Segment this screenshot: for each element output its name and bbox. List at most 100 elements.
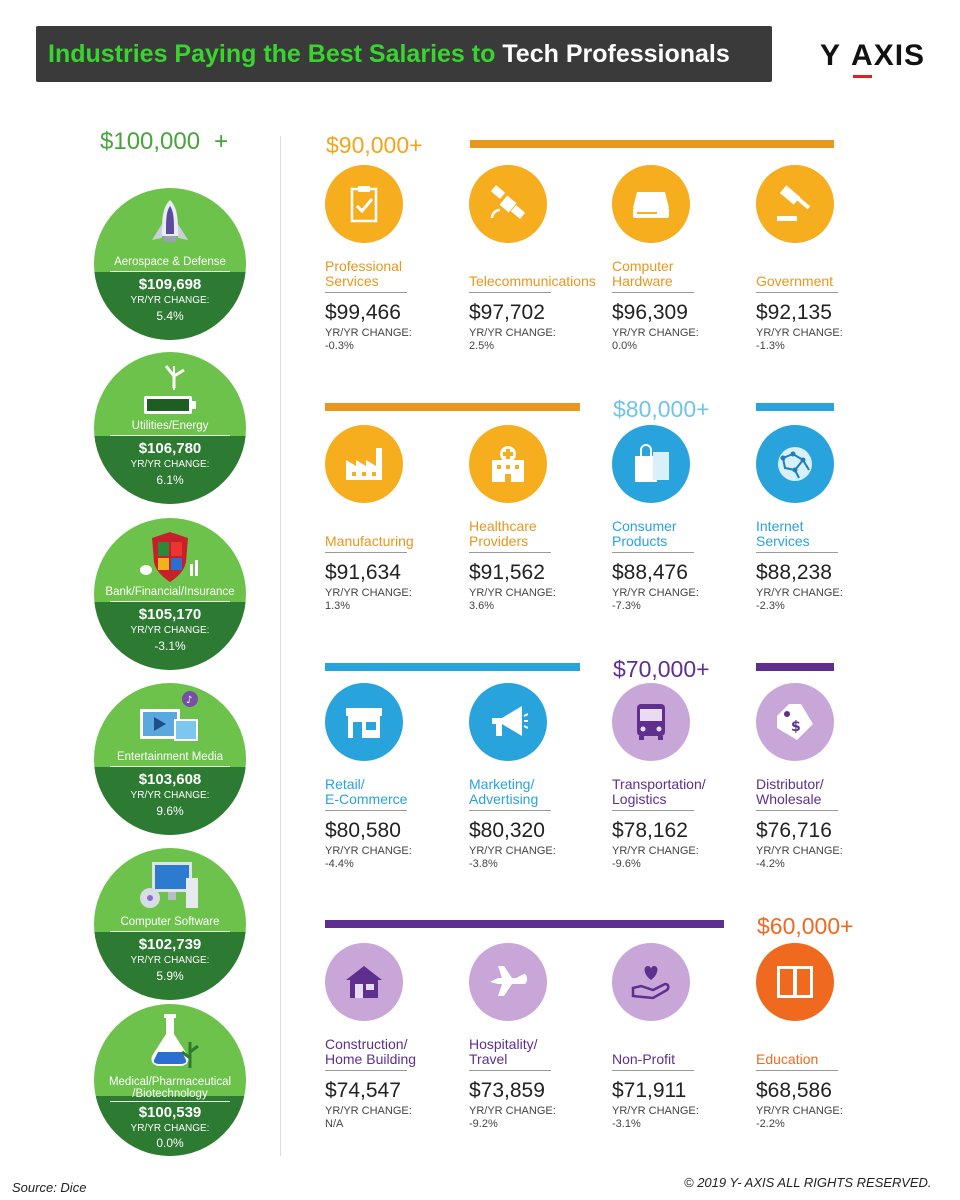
salary: $68,586 xyxy=(756,1079,832,1102)
name-underline xyxy=(110,766,230,767)
industry-name: Computer Software xyxy=(120,916,220,928)
title-part-1: Industries Paying the Best Salaries to xyxy=(48,39,496,68)
industry-aerospace-defense: Aerospace & Defense $109,698 YR/YR CHANG… xyxy=(94,188,246,340)
salary: $102,739 xyxy=(138,936,202,953)
industry-name: Construction/ Home Building xyxy=(325,1036,417,1067)
icon-circle xyxy=(612,425,690,503)
name-underline xyxy=(612,1070,694,1071)
icon-circle xyxy=(325,943,403,1021)
industry-name: Computer Hardware xyxy=(612,258,674,289)
name-underline xyxy=(756,552,838,553)
change-label: YR/YR CHANGE: xyxy=(469,845,556,857)
clipboard-icon xyxy=(350,186,378,223)
change-value: 3.6% xyxy=(469,600,495,612)
name-underline xyxy=(110,435,230,436)
salary: $109,698 xyxy=(138,276,202,293)
change-label: YR/YR CHANGE: xyxy=(612,845,699,857)
change-label: YR/YR CHANGE: xyxy=(756,845,843,857)
tier-100k-plus: + xyxy=(214,128,229,155)
tier-90k-bar xyxy=(470,140,834,148)
price-tag-icon: $ xyxy=(777,704,813,740)
tier-70k-bar xyxy=(756,663,834,671)
salary: $73,859 xyxy=(469,1079,545,1102)
change-value: -1.3% xyxy=(756,340,785,352)
name-underline xyxy=(756,1070,838,1071)
column-divider xyxy=(280,136,281,1156)
change-value: 1.3% xyxy=(325,600,351,612)
hard-drive-icon xyxy=(633,192,669,218)
industry-name: Non-Profit xyxy=(612,1051,676,1067)
change-label: YR/YR CHANGE: xyxy=(612,1105,699,1117)
salary: $100,539 xyxy=(138,1104,202,1121)
change-label: YR/YR CHANGE: xyxy=(469,587,556,599)
change-label: YR/YR CHANGE: xyxy=(612,587,699,599)
industry-name: Utilities/Energy xyxy=(131,420,209,432)
industry-utilities-energy: Utilities/Energy $106,780 YR/YR CHANGE: … xyxy=(94,352,246,504)
media-icon: ♪ xyxy=(140,691,198,741)
svg-text:♪: ♪ xyxy=(186,695,192,706)
name-underline xyxy=(469,292,551,293)
salary: $88,238 xyxy=(756,561,832,584)
title-bar: Industries Paying the Best Salaries to T… xyxy=(36,26,772,82)
change-value: -4.2% xyxy=(756,858,785,870)
tier-60k-label: $60,000+ xyxy=(757,913,854,939)
industry-name: Professional Services xyxy=(325,258,403,289)
change-value: -4.4% xyxy=(325,858,354,870)
industry-name: Education xyxy=(756,1051,819,1067)
change-value: -2.2% xyxy=(756,1118,785,1130)
icon-circle xyxy=(325,683,403,761)
heart-hand-icon xyxy=(631,966,670,1000)
salary: $80,320 xyxy=(469,819,545,842)
industry-computer-software: Computer Software $102,739 YR/YR CHANGE:… xyxy=(94,848,246,1000)
megaphone-icon xyxy=(492,706,528,736)
salary: $97,702 xyxy=(469,301,545,324)
tier-80k-bar xyxy=(756,403,834,411)
shopping-bag-icon xyxy=(635,444,669,482)
bus-icon xyxy=(637,704,665,740)
icon-circle xyxy=(325,165,403,243)
change-value: 9.6% xyxy=(156,804,184,818)
industry-medical-pharma-biotech: Medical/Pharmaceutical /Biotechnology $1… xyxy=(94,1004,246,1156)
change-value: 0.0% xyxy=(612,340,638,352)
icon-circle xyxy=(612,943,690,1021)
name-underline xyxy=(325,552,407,553)
name-underline xyxy=(756,292,838,293)
change-value: -3.1% xyxy=(612,1118,641,1130)
change-value: N/A xyxy=(325,1118,344,1130)
logo-left: Y xyxy=(820,39,842,72)
satellite-icon xyxy=(490,185,526,219)
icon-circle xyxy=(612,165,690,243)
tier-70k-bar-continued xyxy=(325,920,724,928)
salary: $71,911 xyxy=(612,1079,687,1102)
change-value: 5.4% xyxy=(156,309,184,323)
change-label: YR/YR CHANGE: xyxy=(130,955,210,966)
change-label: YR/YR CHANGE: xyxy=(325,845,412,857)
salary: $105,170 xyxy=(138,606,202,623)
circle-lower-band xyxy=(94,602,246,670)
name-underline xyxy=(325,1070,407,1071)
icon-circle xyxy=(469,165,547,243)
industry-name: Manufacturing xyxy=(325,533,414,549)
industry-entertainment-media: ♪ Entertainment Media $103,608 YR/YR CHA… xyxy=(94,683,246,835)
name-underline xyxy=(612,292,694,293)
copyright-note: © 2019 Y- AXIS ALL RIGHTS RESERVED. xyxy=(684,1175,932,1190)
change-value: -3.8% xyxy=(469,858,498,870)
industry-name: Telecommunications xyxy=(469,273,596,289)
industry-name: Hospitality/ Travel xyxy=(469,1036,538,1067)
industry-name: Marketing/ Advertising xyxy=(469,776,539,807)
circle-lower-band xyxy=(94,767,246,835)
logo-a: A xyxy=(851,39,874,78)
name-underline xyxy=(469,810,551,811)
name-underline xyxy=(612,810,694,811)
change-value: 2.5% xyxy=(469,340,495,352)
circle-lower-band xyxy=(94,932,246,1000)
change-label: YR/YR CHANGE: xyxy=(612,327,699,339)
icon-circle xyxy=(756,425,834,503)
salary: $106,780 xyxy=(138,440,202,457)
title-part-2: Tech Professionals xyxy=(502,39,730,68)
industry-name: Healthcare Providers xyxy=(469,518,537,549)
icon-circle xyxy=(756,943,834,1021)
icon-circle xyxy=(469,943,547,1021)
circle-lower-band xyxy=(94,436,246,504)
circle-lower-band xyxy=(94,1096,246,1156)
